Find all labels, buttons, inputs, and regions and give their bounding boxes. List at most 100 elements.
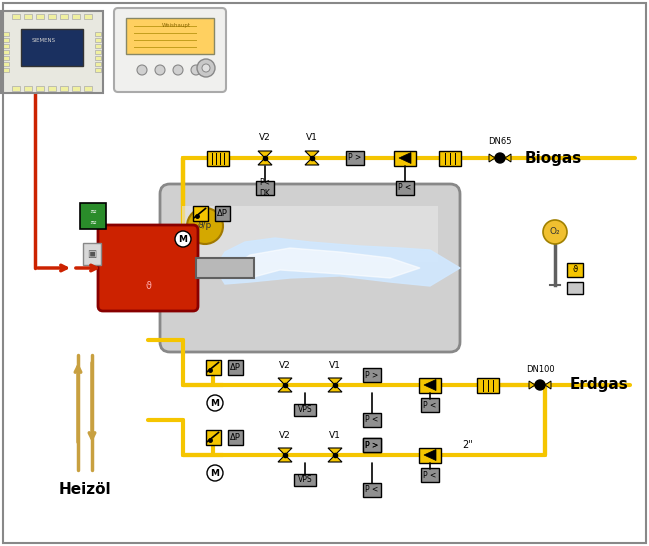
- Polygon shape: [424, 449, 436, 460]
- FancyBboxPatch shape: [160, 184, 460, 352]
- Text: ϑ: ϑ: [145, 281, 151, 291]
- FancyBboxPatch shape: [21, 29, 83, 66]
- FancyBboxPatch shape: [207, 151, 229, 165]
- Text: ΔP: ΔP: [230, 363, 240, 371]
- Polygon shape: [215, 238, 460, 286]
- Text: M: M: [210, 468, 219, 478]
- Text: 2": 2": [463, 440, 473, 450]
- FancyBboxPatch shape: [206, 359, 221, 375]
- Text: M: M: [210, 399, 219, 407]
- Circle shape: [535, 380, 545, 390]
- FancyBboxPatch shape: [72, 86, 80, 91]
- FancyBboxPatch shape: [60, 14, 68, 19]
- FancyBboxPatch shape: [3, 68, 9, 72]
- Text: V1: V1: [306, 134, 318, 143]
- Text: M: M: [178, 234, 188, 244]
- FancyBboxPatch shape: [114, 8, 226, 92]
- FancyBboxPatch shape: [256, 181, 274, 195]
- FancyBboxPatch shape: [363, 483, 381, 497]
- FancyBboxPatch shape: [363, 438, 381, 452]
- Text: P <: P <: [365, 485, 378, 495]
- Polygon shape: [424, 379, 436, 390]
- FancyBboxPatch shape: [95, 38, 101, 42]
- FancyBboxPatch shape: [84, 14, 92, 19]
- Circle shape: [155, 65, 165, 75]
- FancyBboxPatch shape: [80, 203, 106, 229]
- FancyBboxPatch shape: [346, 151, 364, 165]
- FancyBboxPatch shape: [84, 86, 92, 91]
- FancyBboxPatch shape: [24, 86, 32, 91]
- Text: P >: P >: [365, 441, 378, 449]
- Circle shape: [207, 465, 223, 481]
- FancyBboxPatch shape: [567, 282, 583, 294]
- Text: O₂: O₂: [550, 228, 560, 236]
- Text: Heizöl: Heizöl: [58, 483, 112, 497]
- FancyBboxPatch shape: [95, 32, 101, 36]
- Polygon shape: [278, 378, 292, 385]
- Text: ΔP: ΔP: [217, 209, 227, 217]
- Polygon shape: [258, 158, 272, 165]
- FancyBboxPatch shape: [196, 258, 254, 278]
- Text: SIEMENS: SIEMENS: [32, 38, 56, 43]
- Text: Weishaupt: Weishaupt: [162, 23, 191, 28]
- Text: ϑ/p: ϑ/p: [198, 222, 212, 230]
- Text: P <: P <: [398, 183, 411, 193]
- FancyBboxPatch shape: [228, 359, 243, 375]
- Text: Biogas: Biogas: [525, 151, 582, 165]
- Circle shape: [543, 220, 567, 244]
- FancyBboxPatch shape: [36, 86, 44, 91]
- Circle shape: [137, 65, 147, 75]
- Circle shape: [175, 231, 191, 247]
- Polygon shape: [399, 152, 411, 163]
- Circle shape: [207, 395, 223, 411]
- Polygon shape: [328, 378, 342, 385]
- Text: ≈
≈: ≈ ≈: [90, 206, 97, 225]
- Text: ϑ: ϑ: [572, 265, 578, 275]
- FancyBboxPatch shape: [3, 38, 9, 42]
- FancyBboxPatch shape: [294, 474, 316, 486]
- FancyBboxPatch shape: [421, 468, 439, 482]
- FancyBboxPatch shape: [3, 32, 9, 36]
- Polygon shape: [278, 448, 292, 455]
- Polygon shape: [545, 381, 551, 389]
- Text: V1: V1: [329, 360, 341, 370]
- FancyBboxPatch shape: [126, 18, 214, 54]
- Text: V2: V2: [259, 134, 271, 143]
- Polygon shape: [529, 381, 535, 389]
- Polygon shape: [328, 448, 342, 455]
- FancyBboxPatch shape: [48, 86, 56, 91]
- FancyBboxPatch shape: [83, 243, 101, 265]
- Circle shape: [173, 65, 183, 75]
- Text: P >: P >: [365, 371, 378, 379]
- FancyBboxPatch shape: [363, 438, 381, 452]
- Circle shape: [197, 59, 215, 77]
- FancyBboxPatch shape: [3, 50, 9, 54]
- FancyBboxPatch shape: [206, 430, 221, 444]
- Text: ΔP: ΔP: [230, 432, 240, 442]
- Text: P <: P <: [423, 401, 437, 410]
- Text: P >: P >: [349, 153, 361, 163]
- FancyBboxPatch shape: [12, 14, 20, 19]
- FancyBboxPatch shape: [12, 86, 20, 91]
- FancyBboxPatch shape: [228, 430, 243, 444]
- Text: P >: P >: [365, 441, 378, 449]
- Circle shape: [187, 208, 223, 244]
- Polygon shape: [230, 248, 420, 278]
- FancyBboxPatch shape: [3, 44, 9, 48]
- Circle shape: [191, 65, 201, 75]
- FancyBboxPatch shape: [294, 404, 316, 416]
- Circle shape: [495, 153, 505, 163]
- Polygon shape: [305, 151, 319, 158]
- FancyBboxPatch shape: [3, 56, 9, 60]
- FancyBboxPatch shape: [3, 62, 9, 66]
- Polygon shape: [278, 385, 292, 392]
- FancyBboxPatch shape: [396, 181, 414, 195]
- Text: P<
DK: P< DK: [260, 179, 271, 198]
- Text: DN65: DN65: [488, 138, 512, 146]
- Polygon shape: [278, 455, 292, 462]
- FancyBboxPatch shape: [394, 151, 416, 165]
- FancyBboxPatch shape: [95, 68, 101, 72]
- FancyBboxPatch shape: [215, 205, 230, 221]
- FancyBboxPatch shape: [421, 398, 439, 412]
- Text: DN100: DN100: [526, 365, 554, 373]
